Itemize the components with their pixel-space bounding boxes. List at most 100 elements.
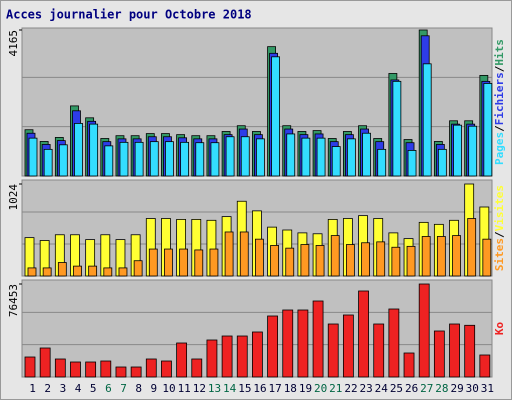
bar [312,300,324,378]
bar [358,290,369,378]
bar [179,248,189,277]
x-tick-label: 10 [162,382,175,395]
bar [315,245,325,277]
x-tick-label: 6 [105,382,112,395]
legend-entry: Hits [493,39,506,66]
bar [362,132,371,177]
x-tick-label: 27 [420,382,433,395]
bar [43,148,53,177]
bar [209,248,219,277]
bar [285,247,295,277]
x-tick-label: 1 [29,382,36,395]
x-tick-label: 31 [481,382,494,395]
y-tick-label: 76453 [7,284,20,317]
bar [130,366,142,378]
bar [437,148,447,177]
bar [361,242,370,277]
bar [225,136,235,177]
bar [54,358,66,378]
bar [453,124,462,177]
bar [118,267,128,277]
bar [24,356,36,378]
bar [119,141,129,177]
legend: Ko [493,322,506,336]
bar [256,138,265,177]
bar [221,335,233,378]
bar [255,238,264,277]
x-tick-label: 20 [314,382,327,395]
x-tick-label: 8 [135,382,142,395]
bar [224,231,234,277]
legend-entry: Fichiers [493,72,506,125]
bar [316,137,326,177]
x-tick-label: 30 [466,382,479,395]
bar [267,315,278,378]
bar [28,137,38,177]
x-tick-label: 7 [120,382,127,395]
x-tick-label: 14 [223,382,237,395]
bar [58,144,68,177]
legend: Sites/Visites [493,185,506,271]
bar [145,358,157,378]
bar [176,342,188,378]
bar [100,360,112,378]
bar [433,330,445,378]
bar [436,236,446,277]
x-tick-label: 9 [151,382,158,395]
bar [483,83,493,177]
bar [236,335,248,378]
bar [191,358,203,378]
bar [134,141,144,177]
bar [149,141,159,177]
bar [89,123,99,177]
bar [103,267,113,277]
bar [407,150,417,177]
bar [270,245,279,277]
bar [104,145,114,177]
bar [180,141,190,177]
bar [206,339,218,378]
bar [468,125,478,177]
bar [464,324,476,378]
legend-separator: / [493,65,506,72]
bar [345,244,355,277]
bar [271,56,280,177]
bar [482,238,492,277]
bar [376,241,386,277]
x-tick-label: 21 [329,382,342,395]
bar [195,142,205,177]
bar [252,331,263,378]
bar [377,148,387,177]
bar [391,246,401,277]
x-tick-label: 16 [253,382,266,395]
x-tick-label: 26 [405,382,418,395]
bar [74,123,83,177]
bar [57,262,67,277]
bar [403,352,415,378]
y-tick-label: 1024 [7,184,20,211]
x-tick-label: 5 [90,382,97,395]
bar [327,323,339,378]
bar [373,323,385,378]
bar [27,267,37,277]
bar [342,314,354,378]
y-tick-label: 4165 [7,30,20,57]
bar [70,361,81,378]
x-tick-label: 25 [390,382,403,395]
bar [133,260,143,277]
x-tick-label: 19 [299,382,312,395]
chart-title: Acces journalier pour Octobre 2018 [6,8,252,22]
bar [406,245,416,277]
bar [88,265,98,277]
bar [449,323,460,378]
x-tick-label: 23 [360,382,373,395]
legend: Pages/Fichiers/Hits [493,39,506,165]
bar [115,366,127,378]
bar [239,231,249,277]
x-tick-label: 12 [193,382,206,395]
bar [42,267,52,277]
legend-entry: Ko [493,322,506,336]
x-tick-label: 18 [284,382,297,395]
x-tick-label: 28 [435,382,448,395]
